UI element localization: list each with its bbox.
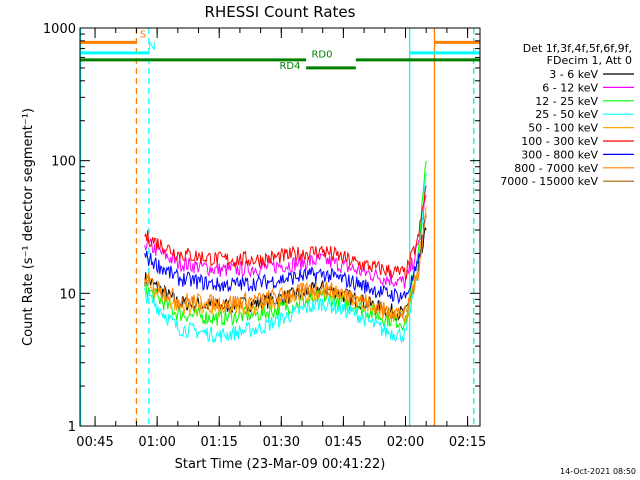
legend-entry-label: 50 - 100 keV (528, 122, 598, 135)
legend-entry-label: 7000 - 15000 keV (500, 175, 598, 188)
series-layer (144, 160, 427, 344)
chart-title: RHESSI Count Rates (205, 3, 356, 21)
y-tick-label: 100 (51, 155, 76, 170)
footer-timestamp: 14-Oct-2021 08:50 (560, 467, 636, 476)
series-line (144, 160, 427, 331)
x-tick-label: 00:45 (76, 435, 113, 450)
series-line (144, 194, 427, 289)
annotation-label: RD0 (311, 49, 332, 60)
legend: Det 1f,3f,4f,5f,6f,9f, FDecim 1, Att 0 3… (500, 42, 634, 188)
series-line (144, 206, 427, 325)
y-axis-label: Count Rate (s⁻¹ detector segment⁻¹) (21, 108, 36, 346)
time-markers (79, 28, 475, 426)
y-axis: 1 10 100 1000 (43, 22, 480, 435)
annotation-label: N (148, 41, 155, 52)
legend-entry-label: 12 - 25 keV (535, 95, 598, 108)
legend-entry-label: 25 - 50 keV (535, 108, 598, 121)
annotation-label: S (140, 29, 146, 40)
legend-entry-label: 300 - 800 keV (521, 148, 598, 161)
x-tick-label: 01:15 (200, 435, 237, 450)
y-tick-label: 10 (59, 287, 76, 302)
x-tick-label: 02:15 (449, 435, 486, 450)
legend-header-1: Det 1f,3f,4f,5f,6f,9f, (523, 42, 632, 55)
plot-frame (79, 27, 481, 427)
legend-entry-label: 100 - 300 keV (521, 135, 598, 148)
y-tick-label: 1 (68, 420, 76, 435)
x-axis: 00:45 01:00 01:15 01:30 01:45 02:00 02:15 (76, 28, 486, 450)
attenuator-annotations: SN RD0 RD4 (80, 29, 480, 72)
legend-entry-label: 800 - 7000 keV (514, 162, 598, 175)
x-tick-label: 01:00 (138, 435, 175, 450)
x-axis-label: Start Time (23-Mar-09 00:41:22) (175, 457, 386, 472)
series-line (144, 185, 427, 282)
x-tick-label: 01:45 (325, 435, 362, 450)
series-line (144, 213, 427, 320)
x-tick-label: 01:30 (263, 435, 300, 450)
legend-entry-label: 3 - 6 keV (549, 68, 598, 81)
legend-header-2: FDecim 1, Att 0 (547, 54, 632, 67)
x-tick-label: 02:00 (387, 435, 424, 450)
annotation-label: RD4 (279, 61, 300, 72)
series-line (144, 173, 427, 344)
series-line (144, 216, 427, 305)
y-tick-label: 1000 (43, 22, 76, 37)
legend-entry-label: 6 - 12 keV (542, 81, 598, 94)
